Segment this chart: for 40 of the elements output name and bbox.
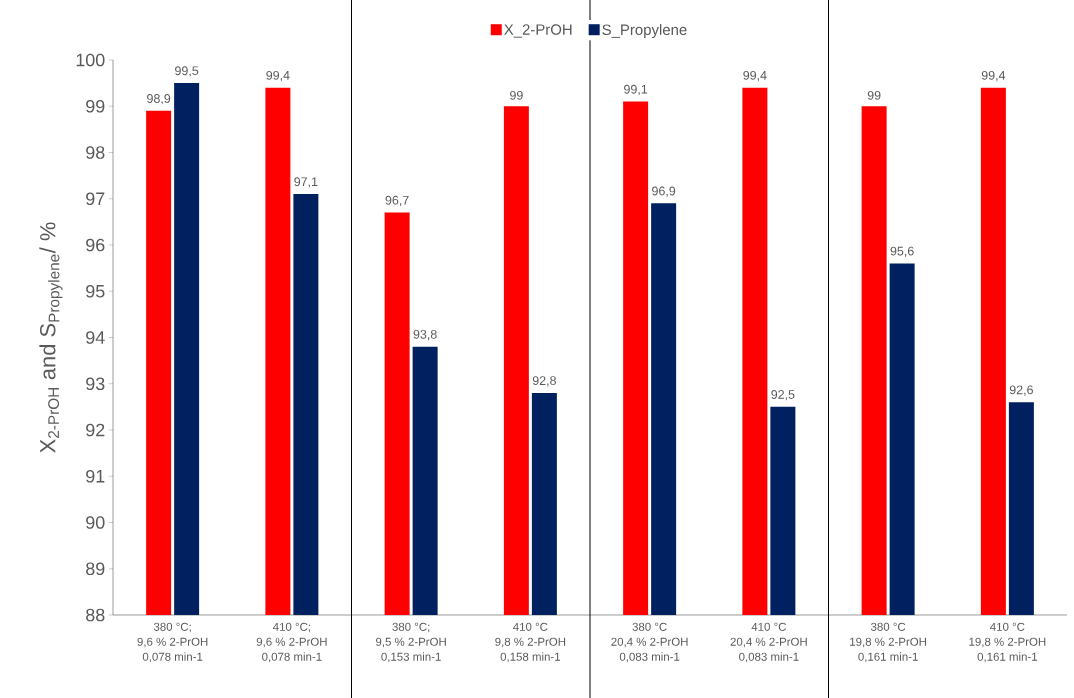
data-label: 99,5 <box>175 66 199 77</box>
data-label: 92,8 <box>532 376 556 387</box>
data-label: 99 <box>867 90 881 100</box>
data-label: 99 <box>510 90 523 100</box>
x-tick-label: 410 °C 19,8 % 2-PrOH 0,161 min-1 <box>969 622 1046 663</box>
y-tick-label: 99 <box>86 99 105 113</box>
y-tick-label: 94 <box>86 331 105 344</box>
data-label: 99,1 <box>624 84 648 96</box>
x-tick-label: 410 °C 20,4 % 2-PrOH 0,083 min-1 <box>730 622 807 663</box>
x-tick-label: 380 °C 20,4 % 2-PrOH 0,083 min-1 <box>611 622 688 663</box>
data-label: 99,4 <box>266 70 290 82</box>
data-label: 99,4 <box>981 70 1006 82</box>
y-tick-label: 97 <box>86 192 105 206</box>
x-tick-label: 380 °C; 9,6 % 2-PrOH 0,078 min-1 <box>137 622 208 663</box>
y-tick-label: 95 <box>86 284 105 298</box>
y-tick-label: 96 <box>86 238 105 252</box>
data-label: 97,1 <box>294 177 318 188</box>
y-tick-label: 93 <box>86 377 105 391</box>
data-label: 99,4 <box>743 70 767 82</box>
y-tick-label: 91 <box>86 469 105 483</box>
y-tick-label: 92 <box>86 423 105 437</box>
data-label: 96,7 <box>385 195 409 207</box>
data-label: 92,6 <box>1009 385 1033 396</box>
y-axis-title: $\text{X}_{\text{2-PrOH}}\text{ and S}_{\text{Propylene}}\text{/ \%}$ <box>39 222 63 453</box>
x-tick-label: 380 °C 19,8 % 2-PrOH 0,161 min-1 <box>850 622 927 663</box>
y-tick-label: 88 <box>86 608 105 622</box>
y-tick-label: 89 <box>86 562 105 576</box>
data-label: 96,9 <box>652 186 676 197</box>
y-tick-label: 90 <box>86 516 105 529</box>
legend-label: X_2-PrOH <box>504 24 572 38</box>
data-label: 93,8 <box>413 329 437 341</box>
x-tick-label: 410 °C 9,8 % 2-PrOH 0,158 min-1 <box>495 622 566 663</box>
legend-label: S_Propylene <box>602 24 687 38</box>
y-tick-label: 98 <box>86 146 105 159</box>
data-label: 95,6 <box>890 246 914 257</box>
y-tick-label: 100 <box>76 53 105 67</box>
x-tick-label: 380 °C; 9,5 % 2-PrOH 0,153 min-1 <box>376 622 446 663</box>
data-label: 98,9 <box>147 94 171 105</box>
data-label: 92,5 <box>771 390 795 401</box>
x-tick-label: 410 °C; 9,6 % 2-PrOH 0,078 min-1 <box>256 622 327 663</box>
